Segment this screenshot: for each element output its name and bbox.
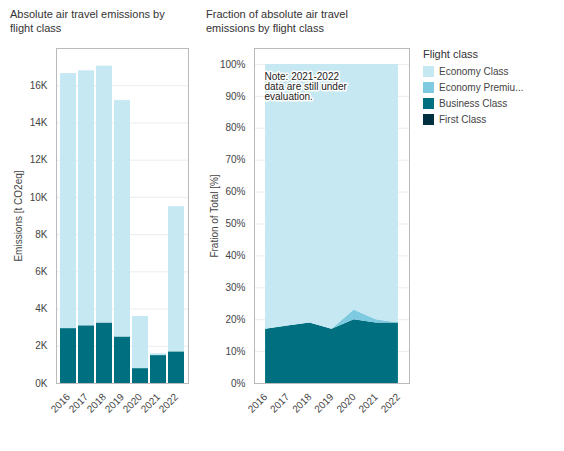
svg-text:90%: 90% — [225, 91, 245, 102]
svg-text:80%: 80% — [225, 122, 245, 133]
svg-text:16K: 16K — [30, 80, 48, 91]
svg-text:6K: 6K — [35, 266, 48, 277]
html-text:Fraction of absolute air trave: Fraction of absolute air travel emission… — [206, 8, 348, 34]
svg-text:40%: 40% — [225, 250, 245, 261]
svg-text:Emissions [t CO2eq]: Emissions [t CO2eq] — [13, 170, 24, 261]
html-text:Flight class: Flight class — [423, 48, 478, 60]
svg-text:2021: 2021 — [356, 391, 380, 415]
svg-text:10%: 10% — [225, 346, 245, 357]
svg-text:2018: 2018 — [85, 391, 109, 415]
html-text:Absolute air travel emissions: Absolute air travel emissions by flight … — [10, 8, 165, 34]
html-text:Economy Premiu...: Economy Premiu... — [439, 82, 524, 93]
svg-text:0%: 0% — [231, 378, 246, 389]
svg-text:Fration of Total [%]: Fration of Total [%] — [209, 174, 220, 257]
svg-text:10K: 10K — [30, 192, 48, 203]
svg-text:2019: 2019 — [103, 391, 127, 415]
html-text:First Class: First Class — [439, 114, 487, 125]
svg-text:8K: 8K — [35, 229, 48, 240]
svg-text:Note: 2021-2022data are still: Note: 2021-2022data are still underevalu… — [265, 71, 348, 102]
svg-text:0K: 0K — [35, 378, 48, 389]
svg-text:70%: 70% — [225, 154, 245, 165]
html-text:Business Class: Business Class — [439, 98, 508, 109]
svg-text:12K: 12K — [30, 154, 48, 165]
svg-text:14K: 14K — [30, 117, 48, 128]
svg-text:2018: 2018 — [290, 391, 314, 415]
svg-text:30%: 30% — [225, 282, 245, 293]
svg-text:2021: 2021 — [139, 391, 163, 415]
svg-text:2019: 2019 — [312, 391, 336, 415]
svg-text:20%: 20% — [225, 314, 245, 325]
svg-text:2K: 2K — [35, 340, 48, 351]
svg-text:2020: 2020 — [121, 391, 145, 415]
svg-text:2022: 2022 — [157, 391, 181, 415]
svg-text:2016: 2016 — [49, 391, 73, 415]
svg-text:2017: 2017 — [67, 391, 91, 415]
svg-text:2017: 2017 — [268, 391, 292, 415]
svg-text:4K: 4K — [35, 303, 48, 314]
html-text:Economy Class: Economy Class — [439, 66, 509, 77]
svg-text:2022: 2022 — [379, 391, 403, 415]
svg-text:50%: 50% — [225, 218, 245, 229]
svg-text:2016: 2016 — [246, 391, 270, 415]
svg-text:100%: 100% — [220, 59, 246, 70]
svg-text:60%: 60% — [225, 186, 245, 197]
svg-text:2020: 2020 — [334, 391, 358, 415]
